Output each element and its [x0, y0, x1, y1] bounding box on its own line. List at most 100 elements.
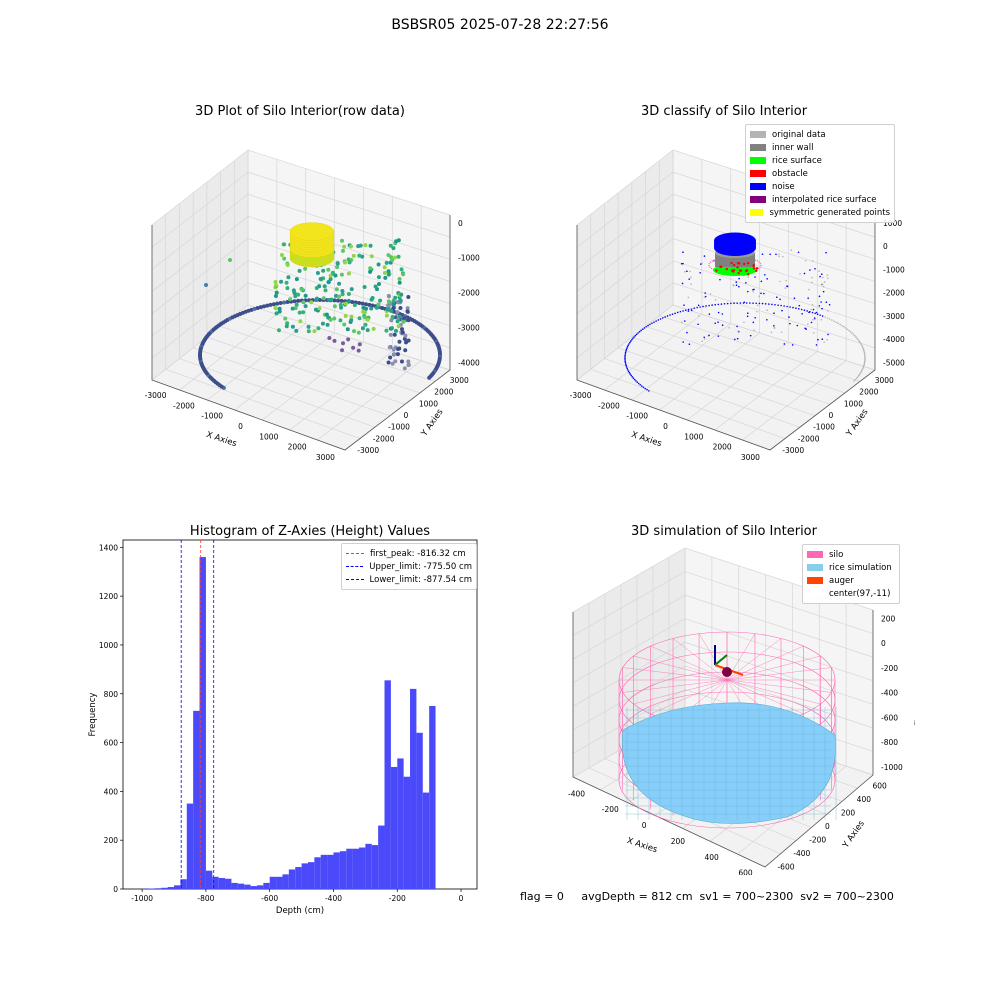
p1-point — [358, 243, 363, 248]
p2-point — [863, 351, 866, 354]
hist-bar — [193, 710, 200, 889]
p1-point — [275, 301, 280, 306]
p2-point — [760, 292, 762, 295]
p2-axis-edge — [576, 215, 876, 451]
p2-point — [789, 306, 791, 308]
p2-legend-item: obstacle — [750, 167, 890, 180]
p1-point — [357, 301, 362, 306]
p2-point — [703, 296, 706, 298]
p1-point — [400, 327, 405, 332]
p2-ztick-label: -3000 — [883, 312, 905, 321]
hist-bar — [320, 854, 328, 889]
p1-point — [346, 292, 351, 297]
p2-point — [735, 281, 738, 284]
p1-point — [405, 306, 410, 311]
p2-point — [821, 273, 823, 276]
p2-legend-swatch — [750, 144, 766, 151]
p1-point — [340, 238, 345, 243]
p1-point — [396, 346, 401, 351]
p2-point — [756, 310, 758, 313]
p4-ytick-label: 600 — [873, 782, 888, 791]
p4-xtick-label: -400 — [568, 789, 585, 798]
p1-point — [284, 280, 289, 285]
p1-point — [397, 280, 402, 285]
p1-point — [292, 290, 297, 295]
p2-point — [669, 314, 671, 316]
p1-xtick-label: -1000 — [201, 412, 223, 421]
p2-point — [714, 322, 717, 325]
p2-point — [764, 273, 766, 276]
p1-point — [382, 265, 387, 270]
p2-ztick-label: -1000 — [883, 265, 905, 274]
p2-point — [825, 301, 828, 303]
p1-point — [349, 314, 354, 319]
p1-point — [398, 306, 403, 311]
p2-point — [779, 298, 781, 301]
p1-point — [345, 327, 350, 332]
p2-point — [624, 357, 626, 360]
hist-bar — [288, 869, 296, 889]
hist-xtick-label: -800 — [197, 894, 214, 903]
hist-bar — [250, 886, 257, 889]
p2-point — [864, 357, 866, 360]
p1-point — [380, 305, 385, 310]
p2-point — [775, 253, 777, 256]
p2-obstacle — [745, 269, 748, 273]
p1-grid-line — [262, 341, 364, 421]
p2-legend-swatch — [750, 196, 766, 203]
p1-xtick-label: -3000 — [145, 391, 167, 400]
p2-point — [641, 385, 643, 387]
p2-point — [711, 304, 713, 306]
p1-point — [391, 246, 396, 251]
p1-point — [386, 360, 391, 365]
p2-point — [645, 325, 648, 328]
p1-point — [340, 348, 345, 353]
p2-point — [642, 386, 645, 389]
p2-point — [736, 325, 738, 328]
p1-point — [273, 279, 278, 284]
p1-ytick-label: -3000 — [357, 446, 379, 455]
p1-point — [306, 324, 311, 329]
p2-point — [811, 304, 814, 306]
figure-title: BSBSR05 2025-07-28 22:27:56 — [391, 17, 609, 33]
panel1-3d-plot[interactable]: -3000 -2000 -1000 0 1000 2000 3000 X Axies -3000… — [130, 130, 490, 470]
hist-bar — [218, 878, 226, 889]
p2-point — [626, 347, 628, 349]
p1-point — [377, 281, 382, 286]
p1-point — [391, 302, 396, 307]
p2-ytick-label: -1000 — [813, 423, 835, 432]
p2-legend-label: obstacle — [772, 168, 808, 179]
p1-point — [328, 317, 333, 322]
p2-point — [859, 371, 862, 374]
p1-point — [339, 272, 344, 277]
p1-point — [349, 318, 354, 323]
p2-point — [674, 312, 676, 315]
p1-point — [357, 342, 362, 347]
p2-point — [827, 277, 829, 279]
p2-grid-line — [687, 341, 789, 421]
p2-point — [814, 267, 816, 270]
histogram-chart[interactable]: -1000 -800 -600 -400 -200 0 0 200 400 600 800 1000 1… — [70, 530, 490, 920]
p2-point — [682, 310, 684, 312]
p2-point — [730, 302, 732, 305]
p1-ytick-label: -1000 — [388, 423, 410, 432]
p2-ztick-label: -5000 — [883, 358, 905, 367]
p1-point — [405, 309, 410, 314]
hist-xtick-label: -400 — [325, 894, 342, 903]
hist-bar — [339, 851, 347, 889]
p2-point — [624, 354, 626, 357]
p2-point — [818, 295, 821, 298]
p2-point — [630, 374, 633, 377]
p4-ztick-label: -800 — [881, 738, 898, 747]
p4-ytick-label: 0 — [825, 822, 830, 831]
p2-point — [761, 302, 764, 305]
p1-point — [335, 261, 340, 266]
p1-grid-line — [193, 347, 391, 417]
p2-legend-item: interpolated rice surface — [750, 193, 890, 206]
p2-point — [628, 371, 631, 374]
p1-point — [300, 287, 305, 292]
p2-point — [784, 287, 787, 289]
p2-point — [812, 332, 815, 334]
p2-point — [764, 303, 767, 305]
